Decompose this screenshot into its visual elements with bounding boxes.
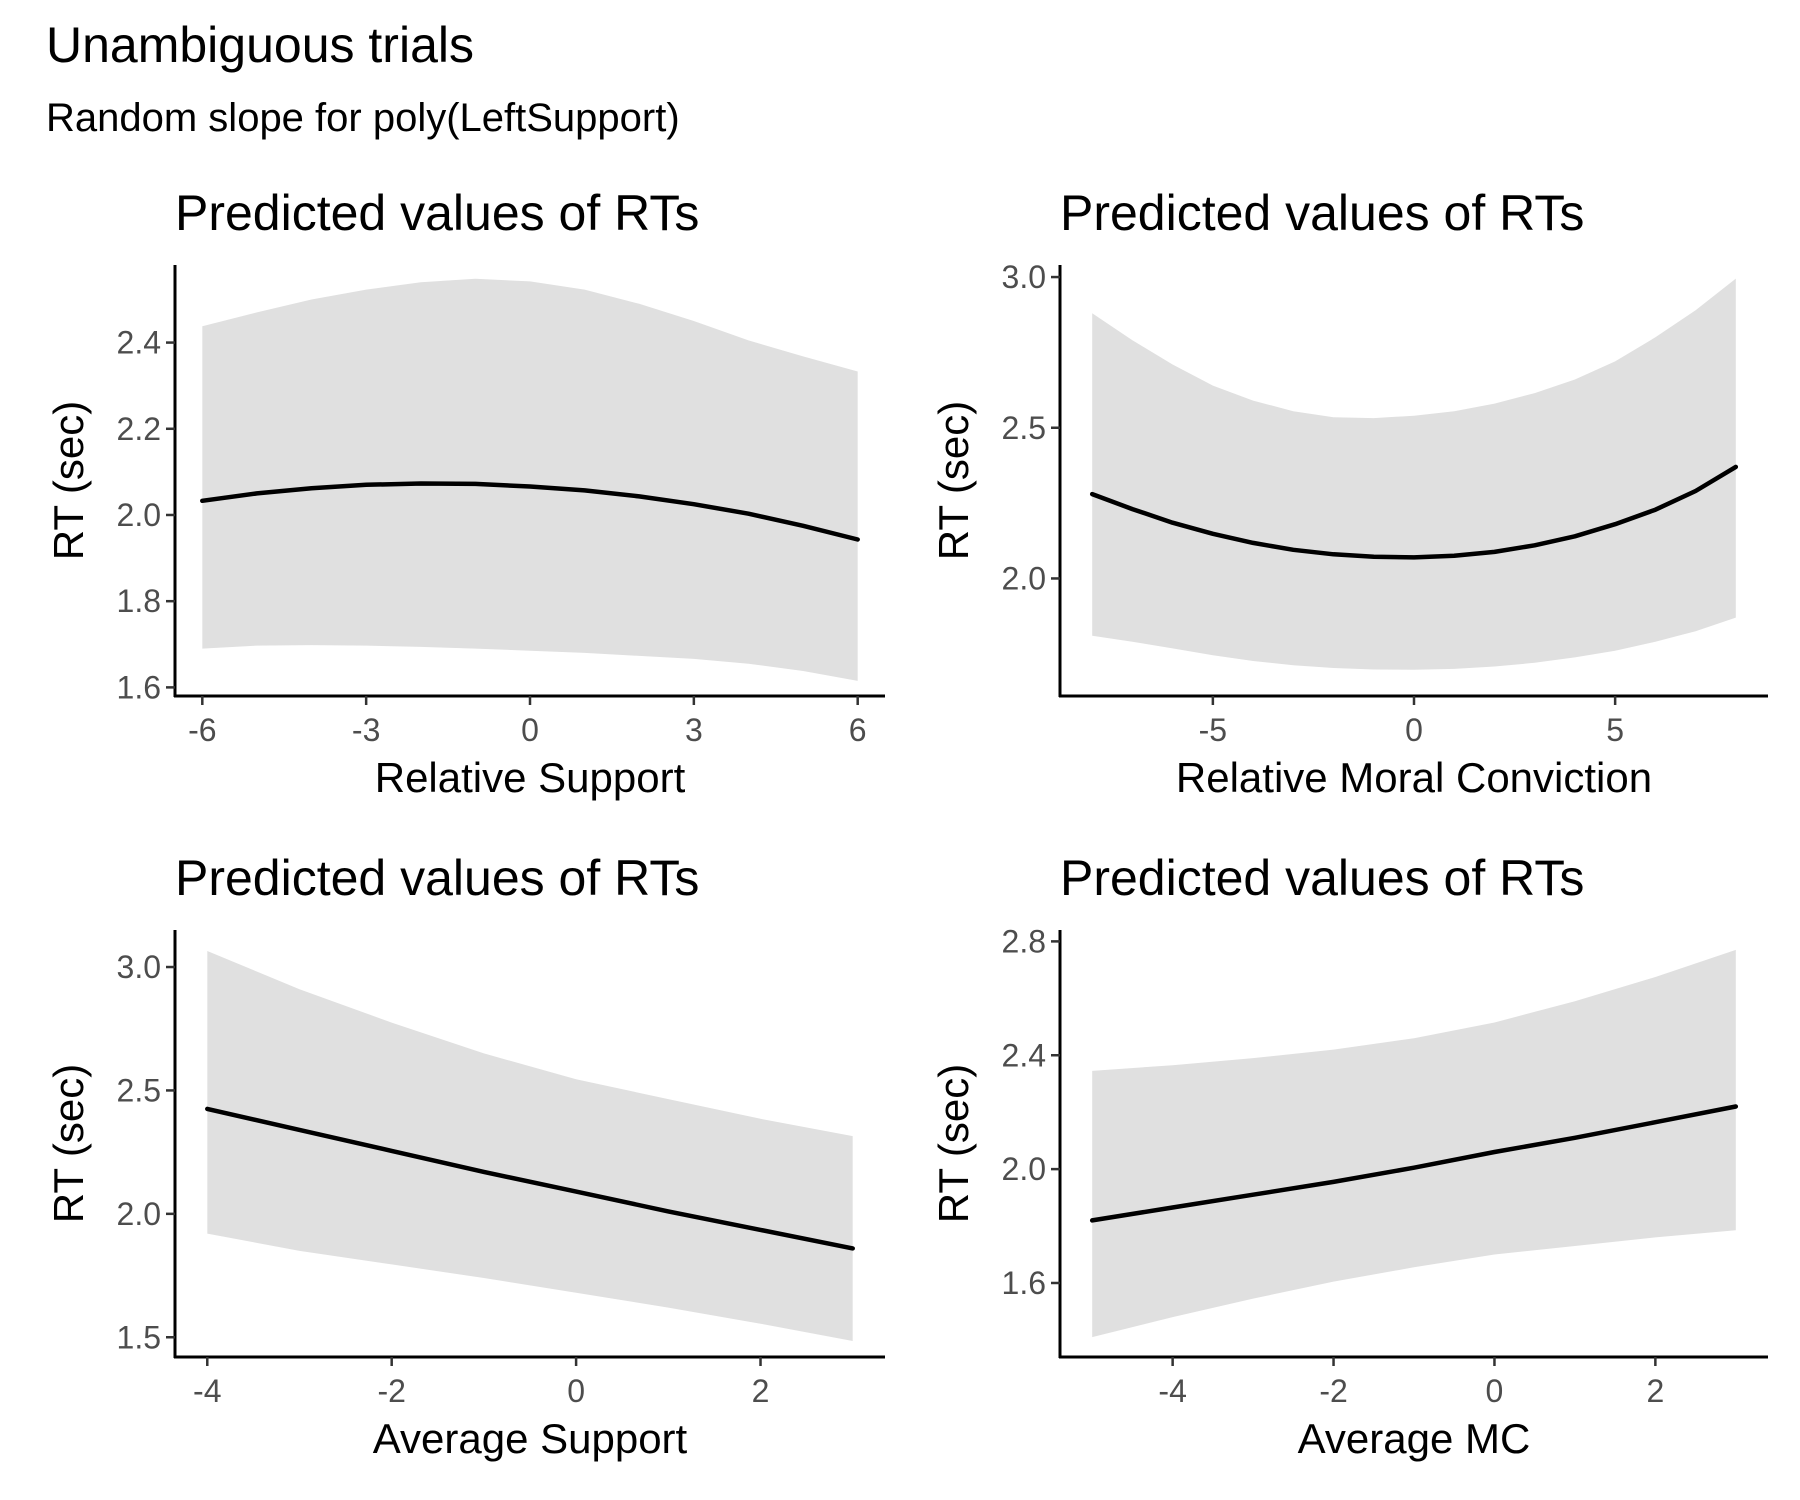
panel-title: Predicted values of RTs — [175, 850, 699, 906]
chart-panel-1: Predicted values of RTs -6 -3 0 3 6 1.6 1.8 2.0 2… — [45, 185, 885, 801]
x-tick-label: 0 — [567, 1373, 585, 1409]
confidence-band — [207, 951, 853, 1341]
x-tick-label: 0 — [1405, 712, 1423, 748]
x-axis-label: Relative Support — [375, 754, 686, 801]
y-tick-label: 2.2 — [117, 411, 161, 447]
x-tick-label: 0 — [521, 712, 539, 748]
confidence-band — [1092, 949, 1736, 1338]
y-tick-label: 2.0 — [117, 497, 161, 533]
x-tick-label: -2 — [377, 1373, 405, 1409]
y-tick-label: 2.5 — [1002, 410, 1046, 446]
panel-title: Predicted values of RTs — [175, 185, 699, 241]
y-axis-label: RT (sec) — [45, 1064, 92, 1223]
confidence-band — [1092, 278, 1736, 670]
y-axis-label: RT (sec) — [930, 1064, 977, 1223]
y-tick-label: 2.0 — [117, 1196, 161, 1232]
x-axis-label: Average Support — [373, 1415, 688, 1462]
predicted-line — [1089, 1104, 1739, 1223]
x-tick-label: 2 — [752, 1373, 770, 1409]
y-tick-label: 1.5 — [117, 1319, 161, 1355]
y-tick-label: 1.6 — [117, 669, 161, 705]
chart-panel-3: Predicted values of RTs -4 -2 0 2 1.5 2.0 2.5 3.… — [45, 850, 885, 1462]
x-tick-label: 3 — [685, 712, 703, 748]
y-tick-label: 1.6 — [1002, 1265, 1046, 1301]
x-tick-label: -4 — [1158, 1373, 1186, 1409]
y-axis-label: RT (sec) — [930, 401, 977, 560]
x-tick-label: -4 — [193, 1373, 221, 1409]
y-tick-label: 2.5 — [117, 1072, 161, 1108]
predicted-line — [205, 1106, 855, 1251]
x-tick-label: 0 — [1486, 1373, 1504, 1409]
panel-title: Predicted values of RTs — [1060, 185, 1584, 241]
x-tick-label: 2 — [1646, 1373, 1664, 1409]
y-tick-label: 1.8 — [117, 583, 161, 619]
page-subtitle: Random slope for poly(LeftSupport) — [46, 96, 680, 140]
y-tick-label: 2.4 — [1002, 1037, 1046, 1073]
y-tick-label: 2.0 — [1002, 1151, 1046, 1187]
confidence-band — [202, 278, 858, 681]
x-tick-label: -5 — [1199, 712, 1227, 748]
panel-title: Predicted values of RTs — [1060, 850, 1584, 906]
y-tick-label: 2.0 — [1002, 560, 1046, 596]
x-tick-label: -3 — [352, 712, 380, 748]
y-tick-label: 3.0 — [1002, 259, 1046, 295]
y-tick-label: 3.0 — [117, 949, 161, 985]
chart-panel-4: Predicted values of RTs -4 -2 0 2 1.6 2.0 2.4 2.… — [930, 850, 1768, 1462]
x-tick-label: -6 — [188, 712, 216, 748]
predicted-line — [200, 481, 860, 542]
x-tick-label: 5 — [1606, 712, 1624, 748]
x-axis-label: Relative Moral Conviction — [1176, 754, 1652, 801]
x-axis-label: Average MC — [1298, 1415, 1531, 1462]
y-tick-label: 2.8 — [1002, 923, 1046, 959]
y-axis-label: RT (sec) — [45, 401, 92, 560]
x-tick-label: -2 — [1319, 1373, 1347, 1409]
chart-panel-2: Predicted values of RTs -5 0 5 2.0 2.5 3.0 Rela… — [930, 185, 1768, 801]
y-tick-label: 2.4 — [117, 325, 161, 361]
page-title: Unambiguous trials — [46, 17, 474, 73]
x-tick-label: 6 — [849, 712, 867, 748]
predicted-line — [1089, 464, 1739, 560]
